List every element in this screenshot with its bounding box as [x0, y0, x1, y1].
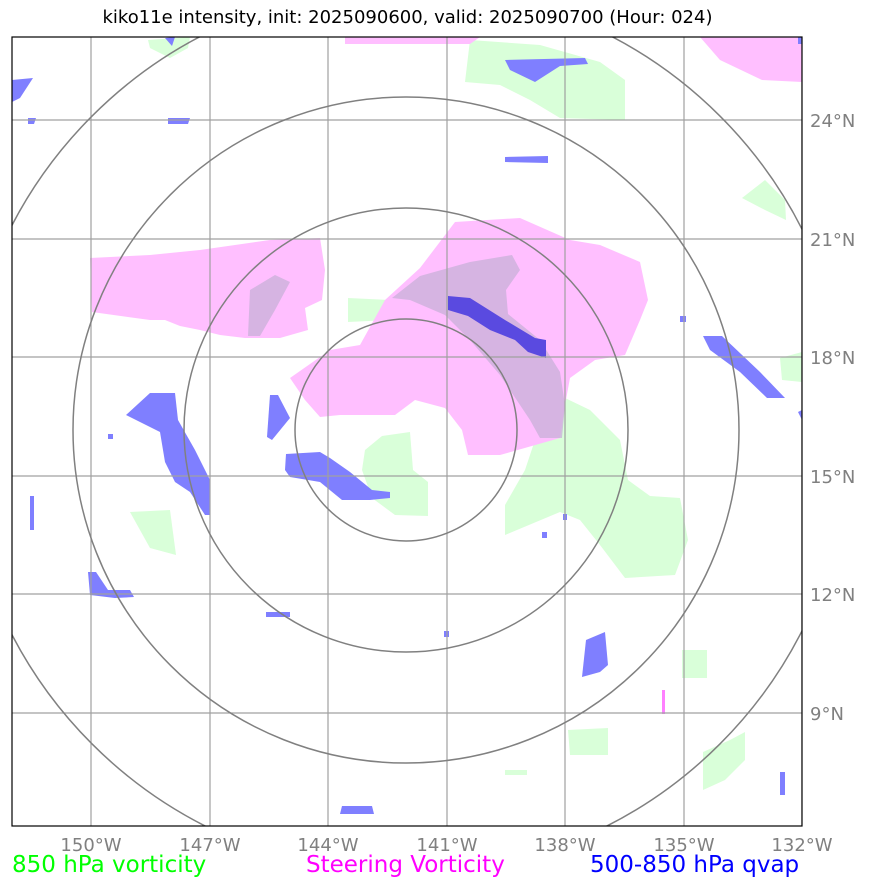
- qvap-area: [168, 118, 190, 124]
- range-ring: [12, 37, 802, 826]
- qvap-area: [582, 632, 608, 677]
- latitude-tick-label: 18°N: [810, 348, 855, 369]
- range-rings: [12, 37, 802, 826]
- qvap-area: [165, 37, 175, 46]
- vorticity-area: [742, 180, 786, 220]
- latitude-axis: 24°N 21°N 18°N 15°N 12°N 9°N: [810, 111, 855, 725]
- longitude-tick-label: 150°W: [60, 835, 121, 856]
- qvap-area: [30, 496, 34, 530]
- vorticity-area: [780, 352, 802, 382]
- latitude-tick-label: 9°N: [810, 704, 844, 725]
- legend-qvap: 500-850 hPa qvap: [590, 852, 800, 878]
- latitude-tick-label: 12°N: [810, 585, 855, 606]
- qvap-area: [108, 434, 113, 439]
- map-frame: [11, 36, 803, 827]
- range-ring: [294, 318, 518, 542]
- longitude-tick-label: 132°W: [771, 835, 832, 856]
- range-ring: [183, 207, 629, 653]
- legend-steering-vorticity: Steering Vorticity: [306, 852, 505, 878]
- qvap-area: [267, 395, 290, 440]
- steering-area: [345, 37, 480, 44]
- qvap-area: [12, 78, 33, 102]
- vorticity-area: [130, 510, 176, 555]
- longitude-tick-label: 147°W: [179, 835, 240, 856]
- longitude-tick-label: 144°W: [297, 835, 358, 856]
- qvap-area: [780, 772, 785, 795]
- plot-title: kiko11e intensity, init: 2025090600, val…: [102, 7, 713, 28]
- steering-area: [90, 238, 325, 338]
- vorticity-area: [703, 732, 745, 790]
- qvap-area: [28, 118, 36, 124]
- qvap-area: [448, 296, 546, 358]
- qvap-area: [505, 156, 548, 163]
- qvap-area: [798, 37, 802, 44]
- graticule: [12, 37, 802, 826]
- map-area: [12, 37, 802, 826]
- longitude-tick-label: 141°W: [416, 835, 477, 856]
- vorticity-area: [505, 770, 527, 775]
- qvap-area: [88, 572, 134, 598]
- qvap-area: [703, 336, 785, 398]
- latitude-tick-label: 15°N: [810, 467, 855, 488]
- vorticity-area: [362, 432, 428, 516]
- longitude-tick-label: 138°W: [534, 835, 595, 856]
- vorticity-area: [505, 398, 688, 578]
- qvap-area: [542, 532, 547, 538]
- latitude-tick-label: 21°N: [810, 230, 855, 251]
- qvap-area: [340, 806, 374, 814]
- vorticity-area: [568, 728, 608, 755]
- steering-area: [700, 37, 802, 82]
- longitude-tick-label: 135°W: [653, 835, 714, 856]
- legend-850-vorticity: 850 hPa vorticity: [12, 852, 207, 878]
- qvap-area: [126, 393, 210, 515]
- qvap-area: [798, 410, 802, 420]
- qvap-area: [662, 690, 665, 714]
- vorticity-area: [148, 37, 190, 58]
- vorticity-area: [682, 650, 707, 678]
- range-ring: [72, 96, 740, 764]
- qvap-area: [680, 316, 686, 322]
- longitude-axis: 150°W 147°W 144°W 141°W 138°W 135°W 132°W: [60, 835, 832, 856]
- qvap-area: [505, 58, 588, 82]
- overlap-area: [248, 275, 290, 336]
- latitude-tick-label: 24°N: [810, 111, 855, 132]
